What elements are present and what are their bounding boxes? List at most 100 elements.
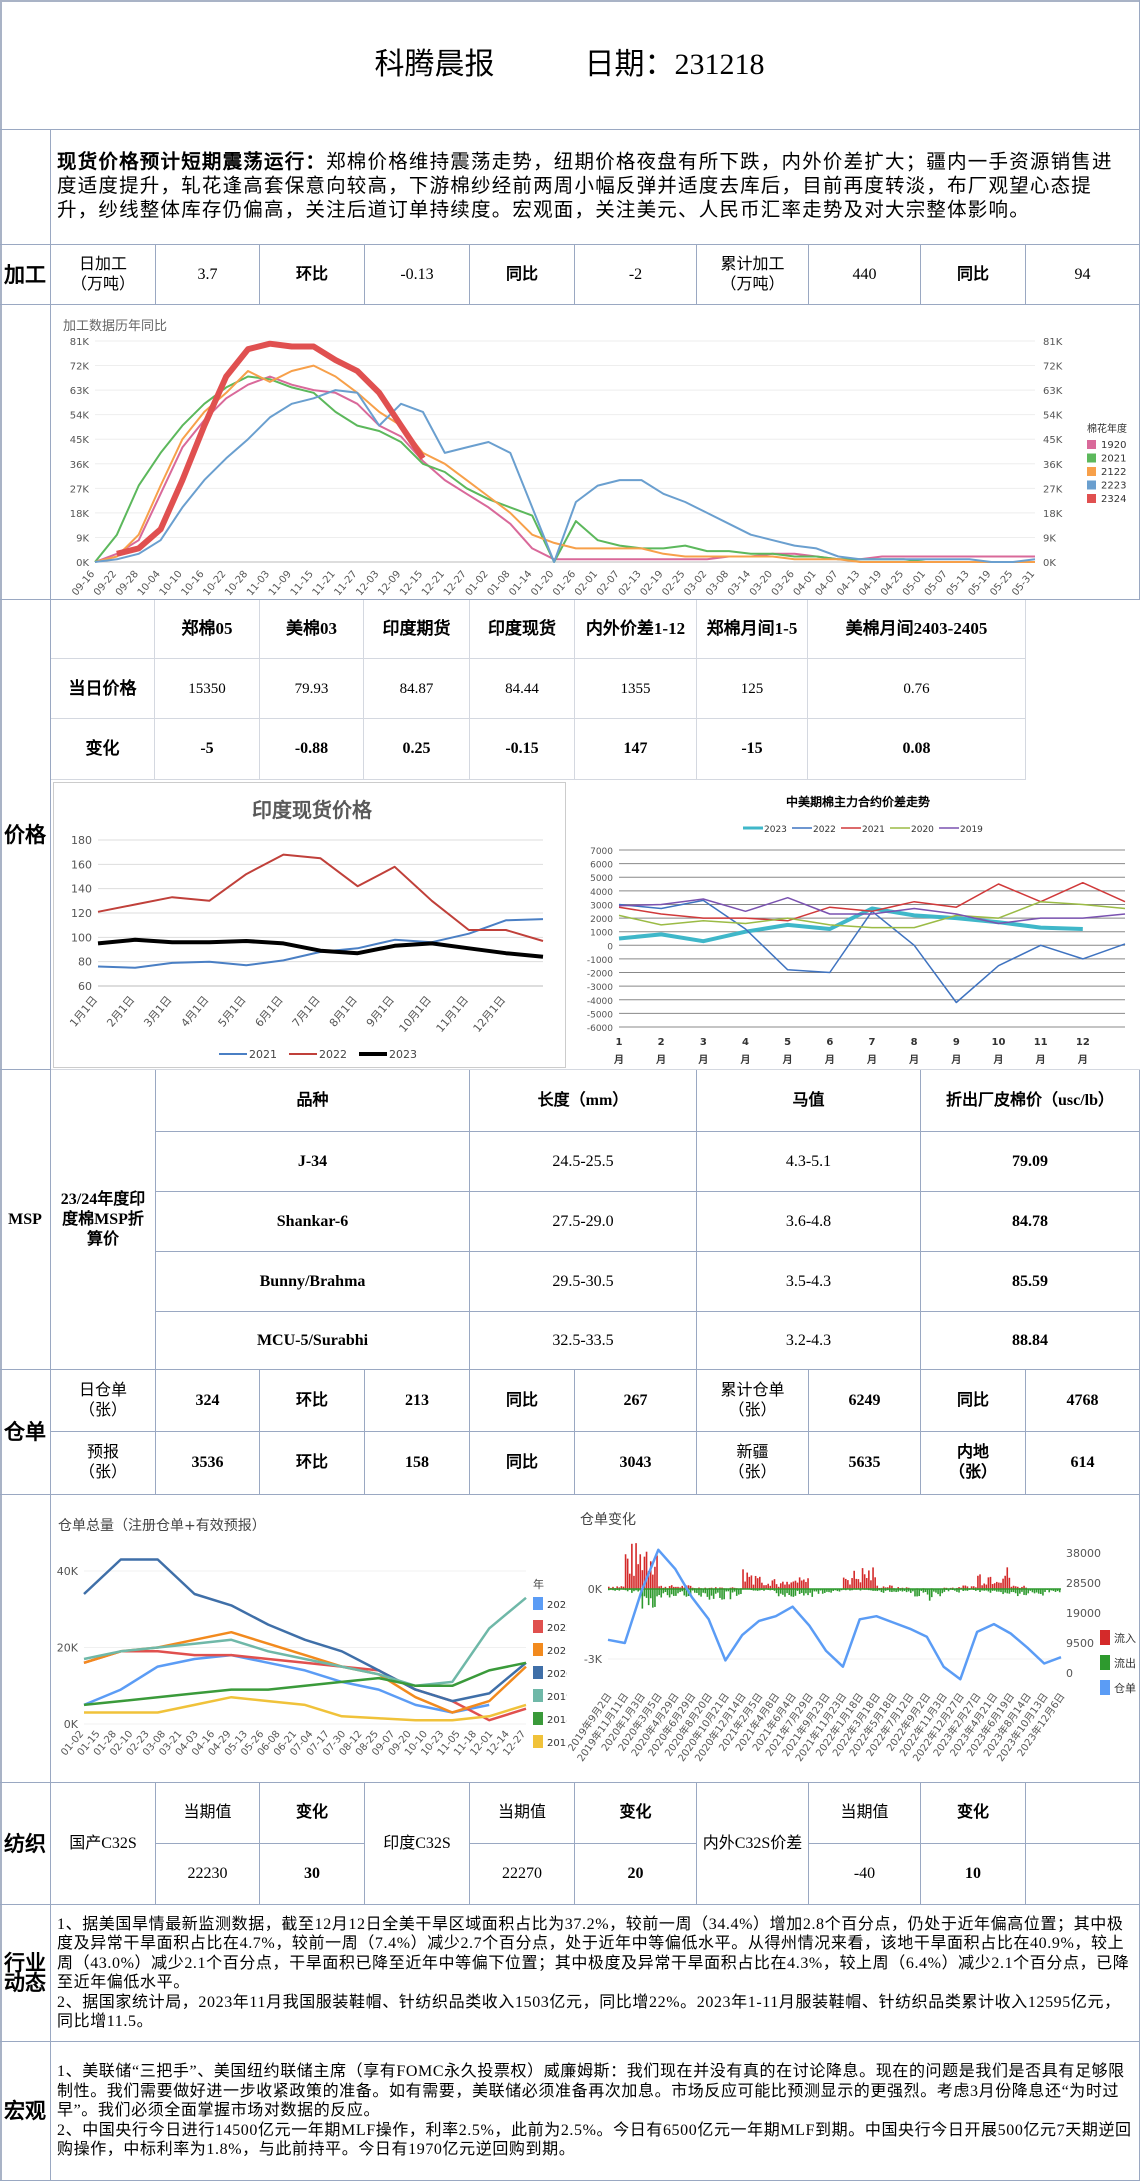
- series-line-2324: [116, 340, 426, 557]
- x-tick-label: 10月1日: [396, 994, 434, 1035]
- outflow-bar: [1029, 1589, 1032, 1591]
- domestic-c32s-label: 国产C32S: [51, 1783, 156, 1905]
- price-today-value: 1355: [575, 659, 697, 719]
- legend-label: 2122: [1101, 467, 1126, 478]
- inflow-bar: [635, 1543, 637, 1589]
- outflow-bar: [956, 1589, 958, 1592]
- outflow-bar: [1033, 1589, 1036, 1594]
- legend-swatch: [1087, 480, 1096, 489]
- outflow-bar: [874, 1589, 876, 1591]
- inflow-bar: [645, 1551, 648, 1589]
- india-c32s-label: 印度C32S: [365, 1783, 470, 1905]
- legend-title: 棉花年度: [1087, 422, 1127, 435]
- warehouse-value: 614: [1026, 1432, 1140, 1495]
- outflow-bar: [979, 1589, 981, 1593]
- msp-cell: 3.5-4.3: [697, 1252, 921, 1312]
- series-line-2122: [94, 364, 1035, 563]
- msp-cell: 29.5-30.5: [470, 1252, 697, 1312]
- y-tick-label: 0K: [64, 1718, 79, 1731]
- outflow-bar: [649, 1589, 652, 1599]
- warehouse-label: 同比: [470, 1370, 575, 1432]
- outflow-bar: [826, 1589, 828, 1592]
- inflow-bar: [855, 1578, 858, 1589]
- y-tick-label: -3000: [587, 983, 613, 993]
- outflow-bar: [889, 1589, 891, 1592]
- outflow-bar: [964, 1589, 967, 1591]
- inflow-bar: [624, 1554, 627, 1589]
- inflow-bar: [664, 1586, 667, 1589]
- outflow-bar: [675, 1589, 677, 1596]
- price-column-header: 内外价差1-12: [575, 600, 697, 659]
- outflow-bar: [928, 1589, 931, 1601]
- summary-text: 现货价格预计短期震荡运行：郑棉价格维持震荡走势，纽期价格夜盘有所下跌，内外价差扩…: [51, 151, 1139, 223]
- outflow-bar: [918, 1589, 920, 1597]
- inflow-bar: [633, 1575, 635, 1589]
- x-tick-label: 03-02: [682, 568, 709, 597]
- outflow-bar: [939, 1589, 941, 1597]
- x-tick-label: 01-20: [529, 568, 556, 597]
- legend-swatch: [1087, 466, 1096, 476]
- x-tick-label: 05-13: [945, 568, 972, 597]
- industry-section-label: 行业动态: [0, 1905, 51, 2042]
- outflow-bar: [752, 1589, 755, 1591]
- outflow-bar: [626, 1589, 629, 1592]
- legend-label: 2324: [1101, 494, 1126, 505]
- report-header: 科腾晨报 日期：231218: [0, 0, 1140, 130]
- outflow-bar: [935, 1589, 937, 1593]
- y-tick-label-right: 36K: [1043, 459, 1063, 470]
- x-tick-label: 10-22: [201, 568, 228, 597]
- inflow-bar: [612, 1586, 614, 1589]
- x-tick-label: 10-10: [158, 568, 185, 597]
- inflow-bar: [675, 1586, 677, 1589]
- inflow-bar: [905, 1587, 908, 1589]
- msp-cell: Shankar-6: [156, 1192, 470, 1252]
- y-tick-label-right: 0K: [1043, 558, 1056, 569]
- outflow-bar: [985, 1589, 988, 1591]
- msp-column-header: 折出厂皮棉价（usc/lb）: [921, 1070, 1140, 1132]
- inflow-bar: [687, 1585, 690, 1589]
- inflow-bar: [796, 1582, 799, 1589]
- outflow-bar: [941, 1589, 944, 1594]
- x-tick-label: 03-20: [748, 568, 775, 597]
- outflow-bar: [794, 1589, 797, 1596]
- inflow-bar: [798, 1577, 801, 1589]
- spread-change-value: 10: [921, 1844, 1026, 1905]
- inflow-bar: [744, 1581, 746, 1589]
- outflow-bar: [821, 1589, 824, 1594]
- inflow-bar: [870, 1580, 872, 1589]
- inflow-bar: [626, 1558, 629, 1589]
- outflow-bar: [798, 1589, 801, 1595]
- x-tick-label: 04-25: [879, 568, 906, 597]
- outflow-bar: [966, 1589, 969, 1591]
- summary-label-cell: [0, 130, 51, 245]
- inflow-bar: [983, 1583, 986, 1589]
- inflow-bar: [750, 1575, 753, 1589]
- inflow-bar: [788, 1584, 790, 1589]
- legend-label: 2017: [547, 1738, 567, 1749]
- outflow-bar: [813, 1589, 816, 1592]
- warehouse-total-chart: 仓单总量（注册仓单+有效预报）0K20K40K01-0201-1501-2802…: [57, 1518, 567, 1758]
- inflow-bar: [844, 1578, 847, 1589]
- outflow-bar: [895, 1589, 897, 1593]
- outflow-bar: [933, 1589, 935, 1592]
- legend-label: 2022: [813, 825, 836, 835]
- legend-label: 2021: [1101, 453, 1126, 464]
- y-tick-label: 27K: [70, 484, 90, 495]
- inflow-bar: [970, 1586, 973, 1589]
- outflow-bar: [914, 1589, 916, 1597]
- y-tick-label: 6000: [590, 861, 613, 871]
- outflow-bar: [1042, 1589, 1044, 1596]
- outflow-bar: [664, 1589, 667, 1592]
- outflow-bar: [832, 1589, 835, 1591]
- legend-label: 2023: [389, 1048, 417, 1061]
- inflow-bar: [889, 1585, 891, 1589]
- outflow-bar: [712, 1589, 715, 1599]
- series-line-2020: [618, 900, 1126, 929]
- inflow-bar: [746, 1572, 749, 1589]
- outflow-bar: [998, 1589, 1000, 1592]
- legend-label: 流出: [1114, 1656, 1136, 1670]
- inflow-bar: [777, 1586, 780, 1589]
- outflow-bar: [937, 1589, 939, 1595]
- price-change-value: -15: [697, 719, 808, 780]
- x-tick-label: 02-19: [639, 568, 666, 597]
